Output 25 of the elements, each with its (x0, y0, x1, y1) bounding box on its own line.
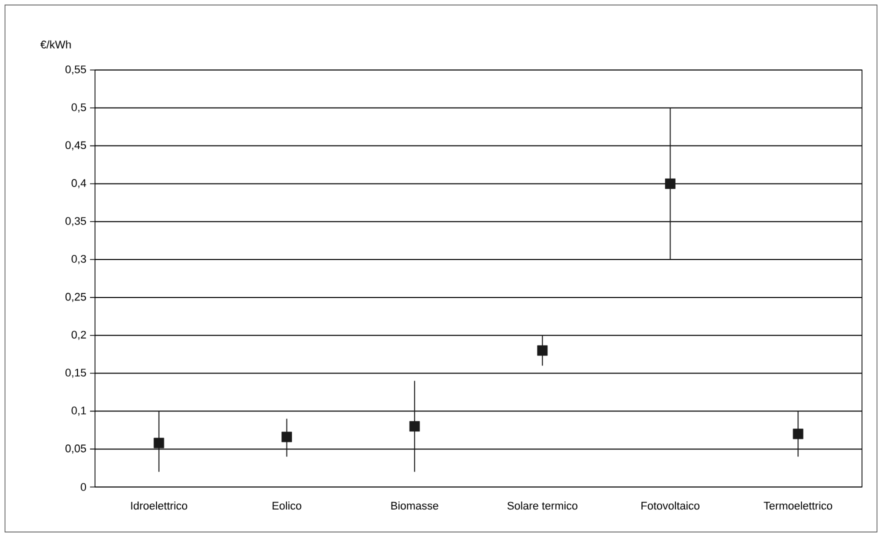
x-tick-label: Eolico (272, 502, 302, 510)
x-tick-label: Termoelettrico (764, 502, 832, 510)
point (792, 428, 804, 440)
y-tick-label: 0,25 (65, 292, 86, 302)
x-tick-label: Solare termico (507, 502, 578, 510)
point (154, 438, 164, 448)
y-axis-title: €/kWh (40, 40, 71, 48)
point (409, 421, 420, 432)
y-tick-label: 0,05 (65, 444, 86, 454)
x-tick-label: Idroelettrico (131, 502, 188, 510)
point (282, 432, 292, 442)
y-tick-label: 0,55 (65, 65, 86, 75)
y-tick-label: 0,45 (65, 141, 86, 150)
point (665, 178, 676, 189)
y-tick-label: 0,4 (72, 179, 86, 188)
y-tick-label: 0,15 (65, 368, 86, 378)
point (537, 345, 548, 356)
y-tick-label: 0,5 (72, 103, 86, 112)
y-tick-label: 0,35 (65, 217, 86, 226)
x-tick-label: Biomasse (391, 502, 438, 510)
y-tick-label: 0 (80, 483, 86, 491)
y-tick-label: 0,2 (72, 330, 86, 340)
y-tick-label: 0,3 (72, 255, 86, 264)
x-tick-label: Fotovoltaico (642, 502, 700, 510)
y-tick-label: 0,1 (72, 406, 86, 416)
